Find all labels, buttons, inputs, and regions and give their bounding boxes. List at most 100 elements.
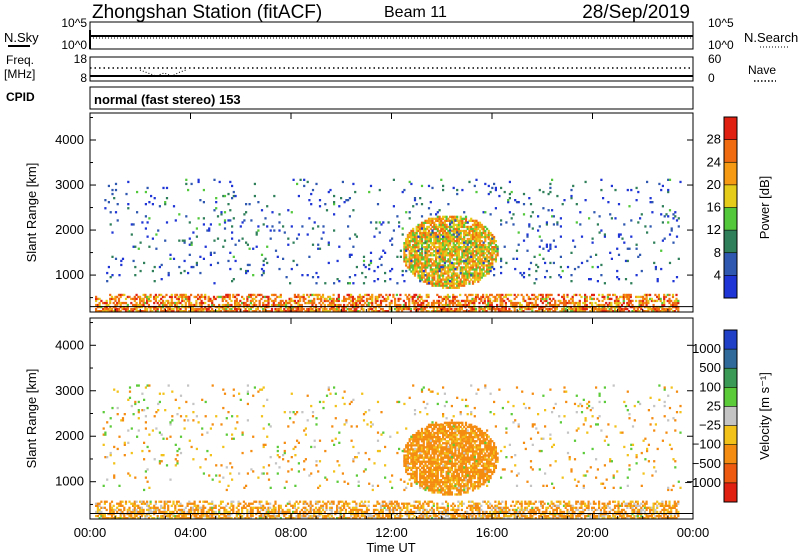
- echo-cell: [216, 512, 219, 516]
- echo-cell: [673, 310, 676, 313]
- echo-cell: [456, 217, 459, 220]
- echo-cell: [288, 510, 291, 514]
- echo-cell: [422, 231, 425, 235]
- echo-cell: [473, 502, 476, 505]
- echo-cell: [172, 307, 175, 311]
- echo-cell: [470, 240, 473, 243]
- echo-cell: [473, 250, 476, 253]
- echo-cell: [297, 517, 300, 520]
- echo-cell: [149, 506, 152, 509]
- echo-cell: [262, 259, 265, 263]
- echo-cell: [629, 301, 632, 305]
- echo-cell: [378, 514, 381, 518]
- echo-cell: [484, 257, 487, 260]
- echo-cell: [449, 286, 452, 289]
- echo-cell: [554, 299, 557, 303]
- echo-cell: [318, 506, 321, 509]
- echo-cell: [483, 301, 486, 305]
- echo-cell: [639, 217, 642, 220]
- echo-cell: [209, 253, 212, 256]
- echo-cell: [406, 512, 409, 516]
- echo-cell: [489, 266, 492, 269]
- echo-cell: [643, 297, 646, 301]
- echo-cell: [295, 510, 298, 514]
- echo-cell: [464, 215, 468, 218]
- echo-cell: [355, 301, 358, 305]
- echo-cell: [248, 510, 251, 514]
- echo-cell: [405, 211, 408, 214]
- echo-cell: [483, 512, 486, 516]
- echo-cell: [450, 286, 453, 289]
- echo-cell: [438, 229, 441, 233]
- echo-cell: [658, 182, 661, 186]
- echo-cell: [450, 246, 453, 249]
- echo-cell: [429, 260, 432, 263]
- echo-cell: [232, 295, 235, 299]
- echo-cell: [508, 192, 511, 196]
- echo-cell: [355, 514, 358, 518]
- echo-cell: [283, 310, 286, 313]
- echo-cell: [391, 237, 394, 240]
- echo-cell: [436, 293, 439, 297]
- echo-cell: [417, 235, 420, 238]
- echo-cell: [670, 229, 673, 232]
- echo-cell: [306, 233, 309, 236]
- echo-cell: [549, 247, 552, 250]
- echo-cell: [547, 293, 550, 297]
- echo-cell: [596, 223, 599, 226]
- echo-cell: [464, 278, 468, 281]
- echo-cell: [415, 242, 418, 245]
- echo-cell: [461, 250, 464, 253]
- echo-cell: [188, 295, 191, 299]
- echo-cell: [369, 295, 372, 299]
- echo-cell: [433, 246, 436, 249]
- echo-cell: [198, 310, 201, 313]
- echo-cell: [675, 297, 678, 301]
- echo-cell: [473, 262, 476, 265]
- echo-cell: [471, 264, 475, 267]
- echo-cell: [677, 301, 680, 305]
- echo-cell: [522, 239, 526, 242]
- echo-cell: [508, 307, 511, 311]
- echo-cell: [448, 299, 451, 303]
- echo-cell: [531, 227, 534, 230]
- echo-cell: [657, 293, 660, 297]
- echo-cell: [339, 514, 342, 518]
- echo-cell: [455, 310, 458, 313]
- echo-cell: [105, 310, 108, 313]
- echo-cell: [165, 303, 168, 307]
- echo-cell: [656, 310, 659, 313]
- echo-cell: [441, 299, 444, 303]
- echo-cell: [463, 259, 466, 263]
- echo-cell: [179, 301, 182, 305]
- echo-cell: [98, 512, 101, 516]
- echo-cell: [158, 205, 161, 208]
- echo-cell: [454, 282, 457, 285]
- echo-cell: [301, 274, 304, 277]
- echo-cell: [121, 510, 124, 514]
- echo-cell: [452, 254, 455, 257]
- echo-cell: [381, 295, 384, 299]
- echo-cell: [592, 310, 595, 313]
- echo-cell: [429, 221, 432, 224]
- echo-cell: [412, 237, 415, 241]
- echo-cell: [336, 297, 339, 301]
- echo-cell: [660, 267, 663, 271]
- echo-cell: [270, 307, 274, 311]
- echo-cell: [545, 243, 548, 246]
- echo-cell: [635, 243, 638, 246]
- echo-cell: [416, 307, 420, 311]
- echo-cell: [468, 225, 471, 229]
- echo-cell: [170, 310, 173, 313]
- echo-cell: [470, 268, 473, 271]
- echo-cell: [431, 254, 434, 257]
- echo-cell: [540, 297, 543, 301]
- echo-cell: [430, 506, 434, 509]
- echo-cell: [445, 286, 448, 289]
- echo-cell: [204, 293, 207, 297]
- echo-cell: [225, 299, 228, 303]
- echo-cell: [114, 303, 117, 307]
- echo-cells: [95, 178, 682, 313]
- echo-cell: [461, 246, 464, 249]
- echo-cell: [403, 254, 406, 257]
